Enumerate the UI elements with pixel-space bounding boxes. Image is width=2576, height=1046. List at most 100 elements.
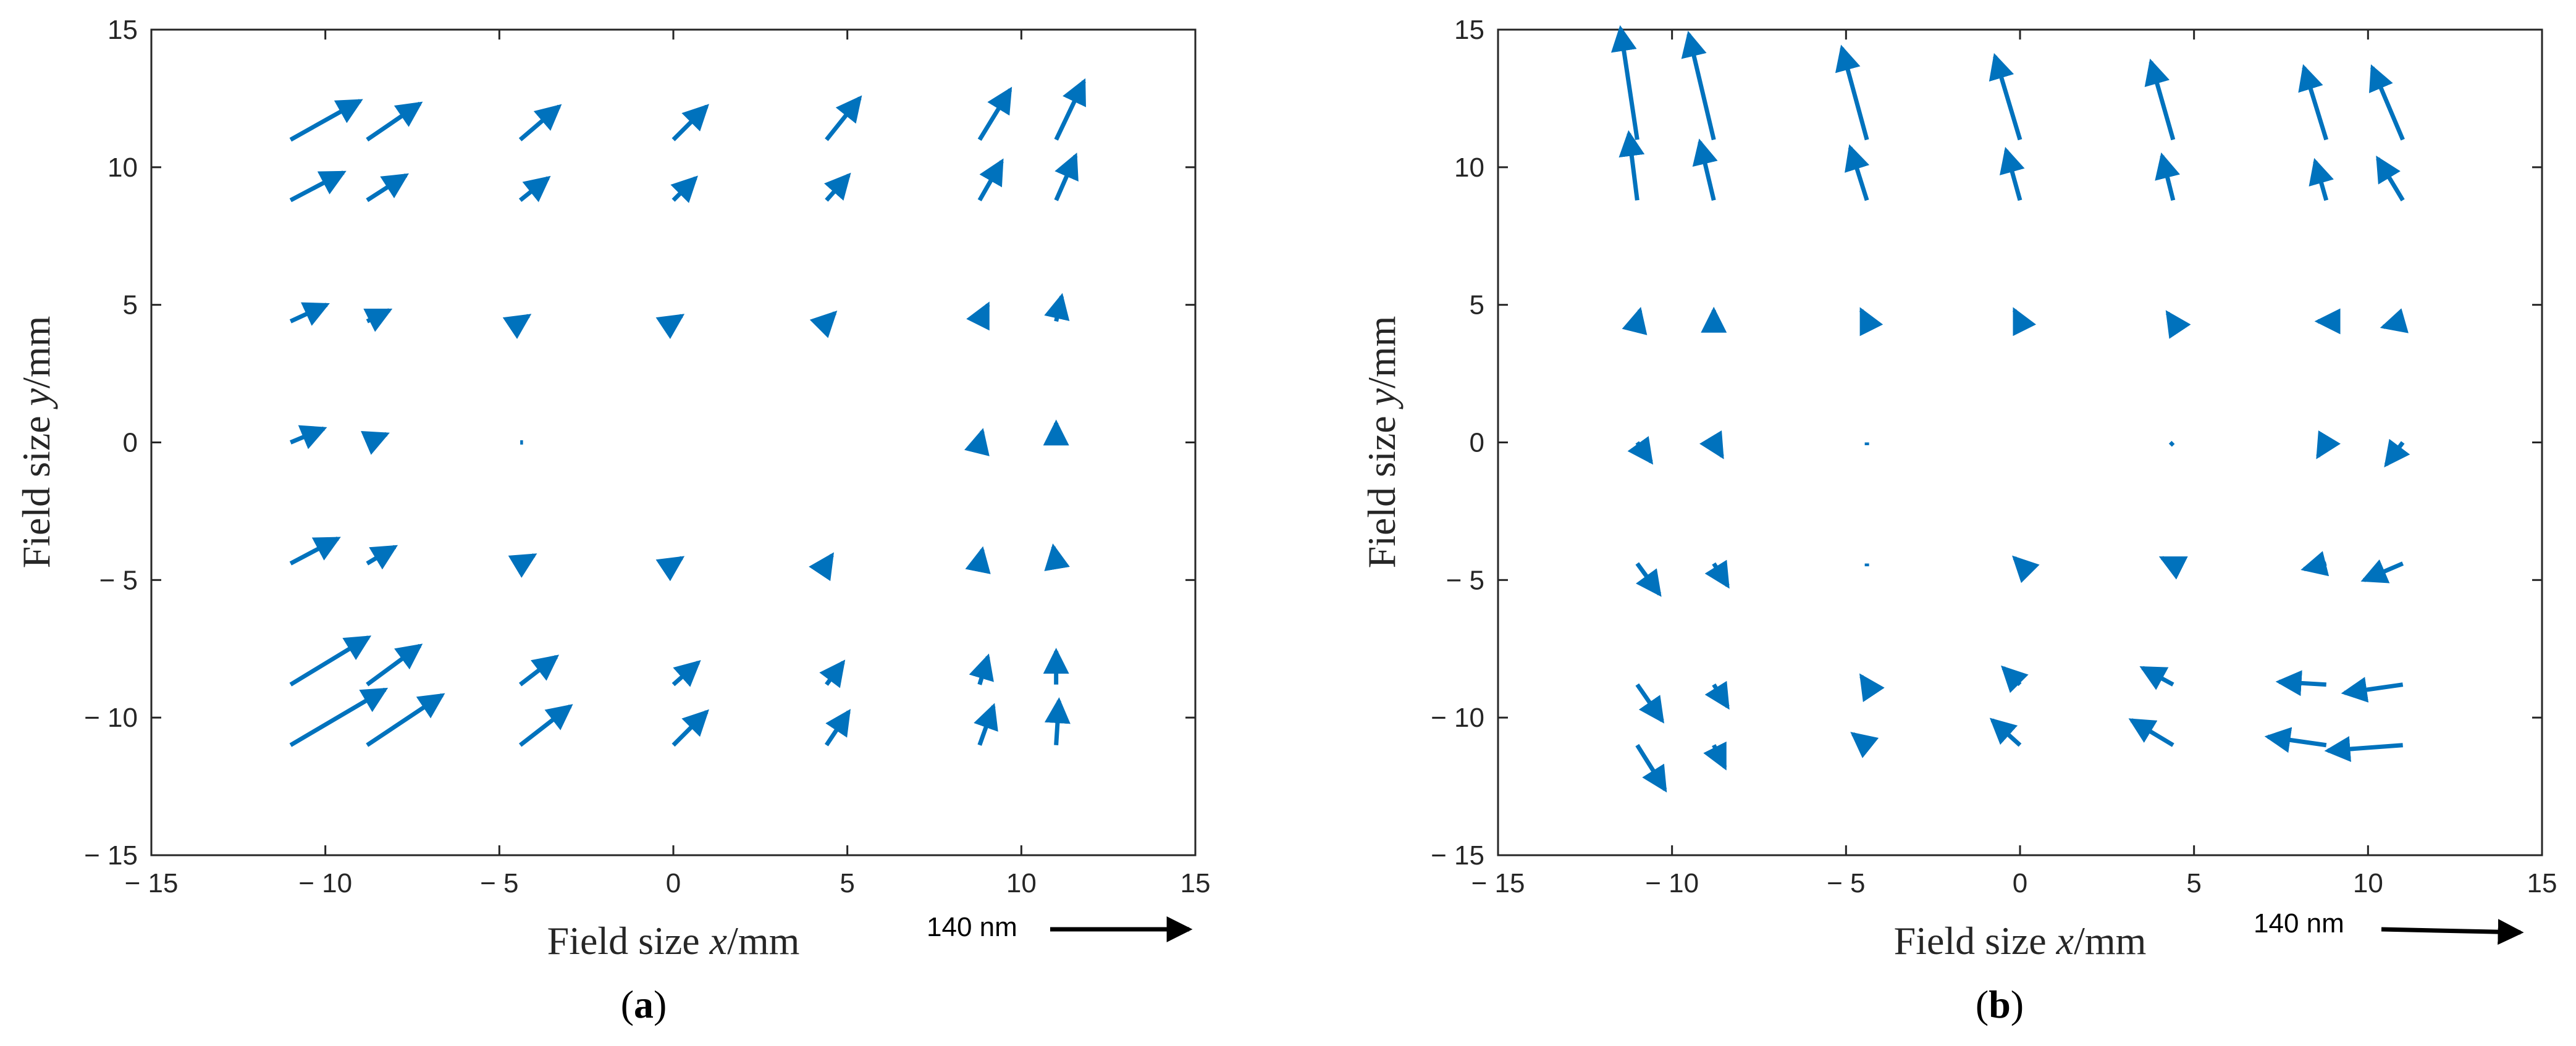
vector-arrow xyxy=(964,428,990,456)
vector-arrow xyxy=(1627,436,1654,465)
vector-arrow xyxy=(1989,52,2022,141)
vector-arrow xyxy=(518,655,560,687)
vector-arrow xyxy=(289,687,389,747)
x-tick-label: − 15 xyxy=(125,868,179,898)
y-tick-label: − 5 xyxy=(99,565,138,595)
scale-legend-a: 140 nm xyxy=(927,912,1193,942)
vector-arrow xyxy=(1635,562,1662,597)
vector-arrow xyxy=(1681,30,1716,141)
quiver-field-b xyxy=(1610,25,2410,793)
vector-arrow xyxy=(966,301,990,331)
vector-arrow xyxy=(289,170,347,203)
vector-arrow xyxy=(363,308,393,332)
vector-arrow xyxy=(1850,732,1879,758)
x-tick-label: − 10 xyxy=(298,868,352,898)
vector-arrow xyxy=(2324,736,2403,762)
vector-arrow xyxy=(974,703,998,746)
vector-arrow xyxy=(2298,64,2329,141)
vector-arrow xyxy=(1704,559,1730,589)
vector-arrow xyxy=(366,173,409,203)
vector-arrow xyxy=(671,104,709,141)
x-axis-label-a: Field size x/mm xyxy=(547,919,800,963)
vector-arrow xyxy=(2158,556,2188,580)
vector-arrow xyxy=(366,545,398,570)
x-tick-label: − 10 xyxy=(1645,868,1699,898)
y-tick-label: − 15 xyxy=(84,840,138,871)
x-tick-label: 10 xyxy=(1006,868,1037,898)
vector-arrow xyxy=(671,659,701,687)
vector-arrow xyxy=(289,635,372,687)
vector-arrow xyxy=(502,314,532,340)
vector-arrow xyxy=(1692,138,1718,201)
vector-arrow xyxy=(1044,543,1070,571)
vector-arrow xyxy=(2380,308,2409,333)
x-tick-label: 15 xyxy=(2527,868,2557,898)
vector-arrow xyxy=(969,653,994,685)
vector-arrow xyxy=(655,314,685,340)
x-tick-label: − 5 xyxy=(480,868,518,898)
vector-arrow xyxy=(1635,743,1667,793)
vector-arrow xyxy=(1054,78,1086,141)
vector-arrow xyxy=(289,537,341,566)
panel-a: − 15 − 10 − 5 0 5 10 15 − 15 − 10 − 5 0 5 10 15 Field… xyxy=(14,15,1210,1026)
y-tick-label: 10 xyxy=(1454,153,1484,183)
axis-ticks-a: − 15 − 10 − 5 0 5 10 15 − 15 − 10 − 5 0 5 10 15 xyxy=(84,15,1210,898)
vector-arrow xyxy=(366,643,423,687)
panel-label-a: (a) xyxy=(621,982,667,1026)
panel-label-b: (b) xyxy=(1976,982,2024,1026)
y-tick-label: 5 xyxy=(123,290,138,320)
x-tick-label: − 5 xyxy=(1827,868,1865,898)
vector-arrow xyxy=(518,704,573,747)
vector-arrow xyxy=(366,693,445,747)
vector-arrow xyxy=(1699,430,1724,459)
plot-frame-a xyxy=(150,28,1197,856)
axis-ticks-b: − 15 − 10 − 5 0 5 10 15 − 15 − 10 − 5 0 5 10 15 xyxy=(1431,15,2557,898)
y-tick-label: 10 xyxy=(107,153,138,183)
x-tick-label: 5 xyxy=(2186,868,2201,898)
y-axis-label-a: Field size y/mm xyxy=(14,316,58,569)
vector-arrow xyxy=(809,310,838,338)
vector-arrow xyxy=(2376,156,2405,202)
quiver-field-a xyxy=(289,78,1086,747)
vector-arrow xyxy=(1835,44,1869,141)
vector-arrow xyxy=(1704,680,1730,710)
plot-frame-b xyxy=(1497,28,2543,856)
vector-arrow xyxy=(2012,555,2040,584)
x-tick-label: 0 xyxy=(2013,868,2027,898)
vector-arrow xyxy=(518,104,562,141)
x-tick-label: 5 xyxy=(840,868,854,898)
vector-arrow xyxy=(518,175,551,203)
vector-arrow xyxy=(2000,146,2025,201)
y-tick-label: − 5 xyxy=(1446,565,1484,595)
vector-arrow xyxy=(508,553,537,578)
x-axis-label-b: Field size x/mm xyxy=(1894,919,2147,963)
vector-arrow xyxy=(825,95,862,141)
vector-arrow xyxy=(2264,727,2327,753)
vector-arrow xyxy=(823,172,851,202)
vector-arrow xyxy=(289,425,327,450)
vector-arrow xyxy=(2384,438,2410,467)
vector-arrow xyxy=(366,101,423,142)
vector-arrow xyxy=(1845,144,1870,201)
vector-arrow xyxy=(2144,58,2176,141)
y-tick-label: 15 xyxy=(1454,15,1484,45)
y-tick-label: 0 xyxy=(123,428,138,458)
vector-arrow xyxy=(289,99,363,142)
vector-arrow xyxy=(1044,293,1070,322)
x-tick-label: 10 xyxy=(2353,868,2383,898)
vector-arrow xyxy=(977,86,1012,141)
vector-arrow xyxy=(1622,306,1648,335)
vector-arrow xyxy=(2360,559,2404,584)
vector-arrow xyxy=(671,709,709,747)
vector-arrow xyxy=(1703,741,1727,771)
y-tick-label: − 10 xyxy=(1431,703,1484,733)
vector-arrow xyxy=(2275,670,2326,697)
scale-label-b: 140 nm xyxy=(2254,908,2344,939)
vector-arrow xyxy=(361,431,390,455)
vector-arrow xyxy=(2001,665,2029,693)
vector-arrow xyxy=(1989,718,2022,747)
vector-arrow xyxy=(2139,666,2174,690)
vector-arrow xyxy=(965,546,991,574)
vector-arrow xyxy=(2168,441,2175,447)
